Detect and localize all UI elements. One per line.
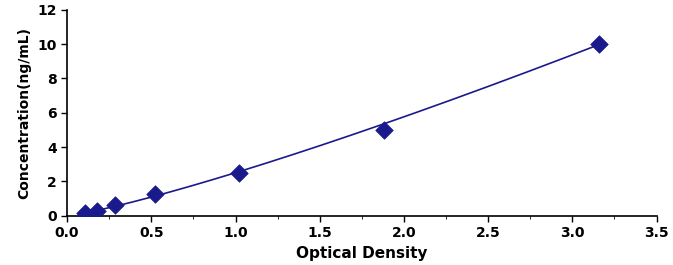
Point [378,128,389,132]
Point [110,203,120,207]
Point [91,208,102,213]
X-axis label: Optical Density: Optical Density [296,246,427,261]
Point [594,42,604,46]
Y-axis label: Concentration(ng/mL): Concentration(ng/mL) [17,27,32,199]
Point [80,211,91,215]
Point [234,171,244,175]
Point [149,192,160,197]
